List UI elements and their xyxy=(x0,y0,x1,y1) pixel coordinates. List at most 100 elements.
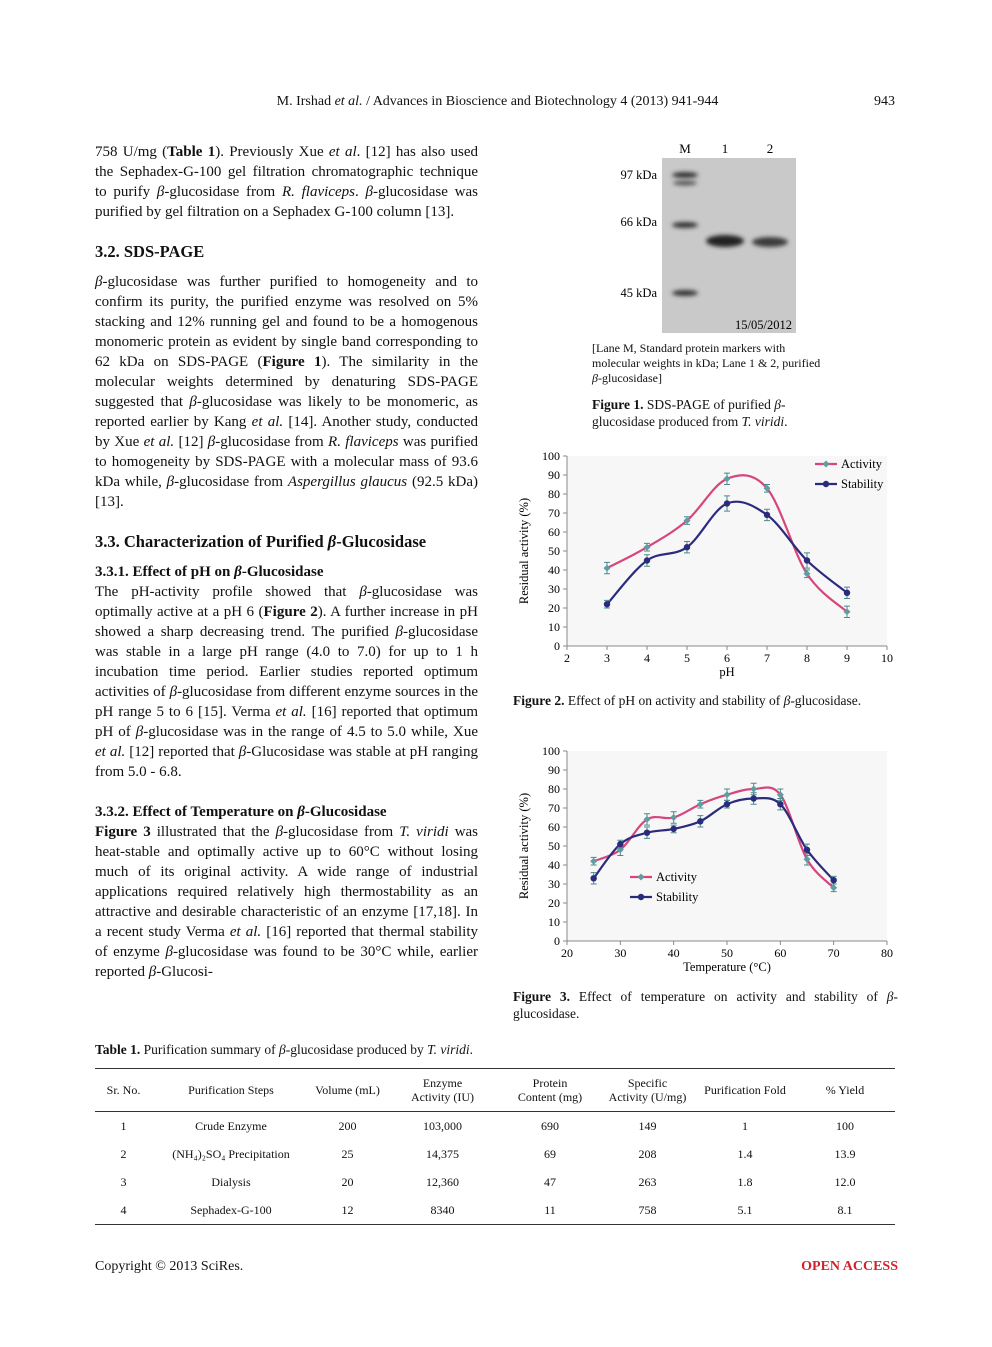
x-tick-label: 3 xyxy=(604,651,610,665)
text-run: -Glucosidase xyxy=(241,564,324,580)
table-cell: 103,000 xyxy=(423,1118,462,1133)
x-tick-label: 10 xyxy=(881,651,893,665)
point-marker xyxy=(643,543,651,551)
table-row: 4 Sephadex-G-100 12 8340 11 758 5.1 8.1 xyxy=(95,1196,895,1225)
legend-label: Activity xyxy=(656,870,698,884)
x-tick-label: 30 xyxy=(614,946,626,960)
italic-run: β xyxy=(279,1042,286,1057)
italic-run: T. viridi xyxy=(399,824,449,840)
series-line xyxy=(592,796,835,881)
italic-run: β xyxy=(166,474,175,490)
point-marker xyxy=(603,601,611,608)
point-marker xyxy=(697,818,704,825)
text-run: -glucosidase was further purified to hom… xyxy=(95,274,478,370)
subheading: 3.3.2. Effect of Temperature on β-Glucos… xyxy=(95,802,478,822)
bold-run: Figure 2 xyxy=(263,604,318,620)
table-cell: 8.1 xyxy=(795,1196,895,1225)
y-tick-label: 100 xyxy=(542,449,560,463)
table-row: 3 Dialysis 20 12,360 47 263 1.8 12.0 xyxy=(95,1168,895,1196)
figure-caption: Figure 3. Effect of temperature on activ… xyxy=(513,988,898,1022)
table: Sr. No. Purification Steps Volume (mL) Enzy… xyxy=(95,1068,895,1225)
text-run: 3.3.2. Effect of Temperature on xyxy=(95,804,298,820)
italic-run: β xyxy=(169,684,178,700)
table-header-row: Sr. No. Purification Steps Volume (mL) Enzy… xyxy=(95,1068,895,1112)
text-run: illustrated that the xyxy=(150,824,276,840)
point-marker xyxy=(670,825,677,833)
text-run: ). A further increase in pH showed a sha… xyxy=(95,604,478,640)
marker-label: 66 kDa xyxy=(621,215,658,229)
figure-caption: Figure 2. Effect of pH on activity and s… xyxy=(513,692,898,709)
table-cell: 69 xyxy=(544,1146,556,1161)
text-run: 758 U/mg ( xyxy=(95,144,168,160)
italic-run: et al. xyxy=(275,704,307,720)
table-cell: 20 xyxy=(341,1174,354,1189)
y-tick-label: 80 xyxy=(548,487,560,501)
y-tick-label: 60 xyxy=(548,820,560,834)
point-marker xyxy=(670,814,678,821)
chart: 0 10 20 30 40 50 60 70 80 90 100 20 30 40 50 60 70 80 Temp… xyxy=(517,744,893,974)
bold-run: Figure 3. xyxy=(513,989,571,1004)
point-marker xyxy=(683,517,691,525)
italic-run: β xyxy=(359,584,367,600)
text-run: -glucosidase was purified by gel filtrat… xyxy=(95,184,479,220)
italic-run: β xyxy=(135,724,144,740)
plot-area xyxy=(567,456,887,646)
marker-label: 97 kDa xyxy=(621,168,658,182)
marker-label: 45 kDa xyxy=(621,286,658,300)
text-run: -glucosidase was stable in a large pH ra… xyxy=(95,624,478,700)
paragraph: 758 U/mg (Table 1). Previously Xue et al… xyxy=(95,142,478,222)
table-cell: 5.1 xyxy=(695,1196,795,1225)
point-marker xyxy=(750,795,757,802)
lane-label: M xyxy=(679,141,691,156)
table-cell: 758 xyxy=(600,1196,695,1225)
y-tick-label: 10 xyxy=(548,620,560,634)
italic-run: β xyxy=(189,394,197,410)
text-run: . [12] has also used the Sephadex-G-100 … xyxy=(95,144,479,200)
y-tick-label: 60 xyxy=(548,525,560,539)
point-marker xyxy=(803,570,811,578)
text-run: -glucosidase from xyxy=(164,184,282,200)
y-tick-label: 100 xyxy=(542,744,560,758)
copyright: Copyright © 2013 SciRes. xyxy=(95,1259,244,1274)
column-header: % Yield xyxy=(795,1068,895,1112)
subheading: 3.3.1. Effect of pH on β-Glucosidase xyxy=(95,562,478,582)
italic-run: et al. xyxy=(251,414,284,430)
text-run: / Advances in Bioscience and Biotechnolo… xyxy=(362,94,719,109)
column-header: Sr. No. xyxy=(95,1068,152,1112)
x-tick-label: 9 xyxy=(844,651,850,665)
point-marker xyxy=(637,893,645,901)
sample-band xyxy=(706,235,744,247)
table-cell: 1.8 xyxy=(737,1174,753,1189)
lane-label: 1 xyxy=(722,141,729,156)
marker-band xyxy=(672,222,698,228)
table-cell: 8340 xyxy=(385,1196,500,1225)
italic-run: β xyxy=(207,434,216,450)
text-run: -glucosidase was in the range of 4.5 to … xyxy=(143,724,478,740)
paragraph: The pH-activity profile showed that β-gl… xyxy=(95,582,478,782)
text-run: M. Irshad xyxy=(276,94,335,109)
italic-run: T. viridi xyxy=(741,414,785,429)
y-axis-label: Residual activity (%) xyxy=(517,793,531,899)
text-run: . xyxy=(469,1042,473,1057)
italic-run: β xyxy=(783,693,791,708)
running-title: M. Irshad et al. / Advances in Bioscienc… xyxy=(95,94,900,110)
table-caption: Table 1. Purification summary of β-gluco… xyxy=(95,1042,473,1058)
text-run: ). Previously Xue xyxy=(215,144,329,160)
point-marker xyxy=(822,460,830,468)
text-run: -glucosidase. xyxy=(513,989,898,1021)
x-axis-label: pH xyxy=(719,665,734,679)
table-cell: 149 xyxy=(638,1118,657,1133)
y-tick-label: 40 xyxy=(548,563,560,577)
point-marker xyxy=(822,480,830,488)
text-run: -glucosidase produced by xyxy=(285,1042,428,1057)
sample-band xyxy=(752,237,788,247)
x-tick-label: 2 xyxy=(564,651,570,665)
table-cell: 3 xyxy=(120,1174,127,1189)
paragraph: β -glucosidase was further purified to ho… xyxy=(95,272,478,512)
point-marker xyxy=(590,875,597,882)
italic-run: T. viridi xyxy=(427,1042,470,1057)
point-marker xyxy=(830,877,837,884)
point-marker xyxy=(683,544,691,551)
chart: 0 10 20 30 40 50 60 70 80 90 100 2 3 4 5 6 7 8 9 10 pH Residu… xyxy=(517,449,893,679)
text-run: -glucosidase was likely to be monomeric,… xyxy=(95,394,478,430)
